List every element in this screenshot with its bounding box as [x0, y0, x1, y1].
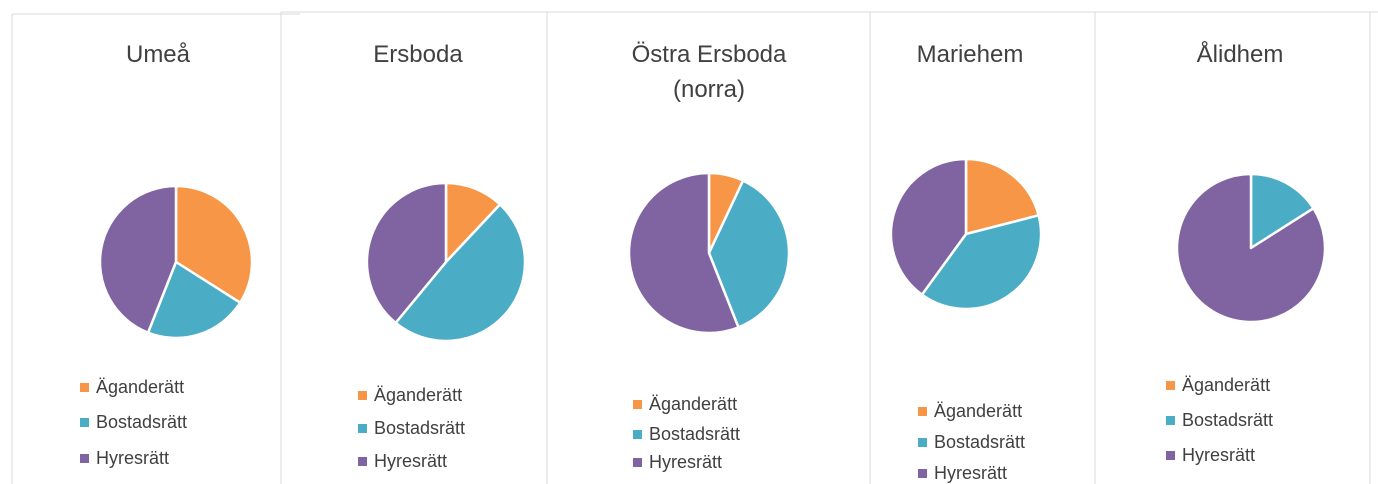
legend-label: Hyresrätt: [934, 463, 1008, 483]
legend-label: Hyresrätt: [96, 448, 170, 468]
legend-swatch: [633, 430, 642, 439]
pie-slice: [889, 157, 968, 296]
legend-label: Äganderätt: [96, 377, 185, 397]
legend-item: Äganderätt: [918, 401, 1022, 422]
pie-slice: [1175, 172, 1327, 324]
legend-item: Äganderätt: [633, 394, 737, 415]
legend-item: Hyresrätt: [358, 451, 447, 472]
legend-swatch: [358, 391, 367, 400]
legend-swatch: [80, 454, 89, 463]
legend-swatch: [80, 418, 89, 427]
legend-item: Äganderätt: [1166, 375, 1270, 396]
legend-label: Hyresrätt: [649, 452, 723, 472]
legend-item: Hyresrätt: [80, 448, 169, 469]
legend-label: Äganderätt: [374, 385, 463, 405]
legend-item: Bostadsrätt: [358, 418, 465, 439]
chart-title: Mariehem: [916, 41, 1024, 68]
pie-slice: [920, 214, 1043, 311]
legend-swatch: [358, 424, 367, 433]
legend-label: Hyresrätt: [1182, 445, 1256, 465]
pie-slice: [964, 157, 1040, 236]
legend-swatch: [80, 383, 89, 392]
legend-swatch: [358, 457, 367, 466]
legend-swatch: [1166, 416, 1175, 425]
pie-slice: [98, 184, 178, 334]
legend-label: Bostadsrätt: [96, 412, 188, 432]
legend-item: Bostadsrätt: [633, 424, 740, 445]
legend-label: Bostadsrätt: [374, 418, 466, 438]
legend-item: Hyresrätt: [1166, 445, 1255, 466]
legend-label: Bostadsrätt: [649, 424, 741, 444]
legend-item: Bostadsrätt: [80, 412, 187, 433]
panel-borders: [11, 11, 1378, 484]
legend-label: Bostadsrätt: [1182, 410, 1274, 430]
legend-swatch: [633, 458, 642, 467]
legend-item: Bostadsrätt: [1166, 410, 1273, 431]
pie-slice: [146, 260, 242, 340]
legend-item: Bostadsrätt: [918, 432, 1025, 453]
chart-title: Ålidhem: [1196, 41, 1284, 68]
legend-label: Bostadsrätt: [934, 432, 1026, 452]
chart-title: Ersboda: [373, 41, 463, 68]
legend-item: Hyresrätt: [918, 463, 1007, 484]
legend-item: Äganderätt: [80, 377, 184, 398]
legend-item: Äganderätt: [358, 385, 462, 406]
legend-swatch: [918, 438, 927, 447]
legend-swatch: [1166, 451, 1175, 460]
legend-swatch: [1166, 381, 1175, 390]
legend-swatch: [633, 400, 642, 409]
legend-label: Äganderätt: [649, 394, 738, 414]
legend-label: Äganderätt: [934, 401, 1023, 421]
chart-title: Östra Ersboda (norra): [631, 41, 787, 103]
pie-slice: [394, 203, 527, 343]
pie-slice: [707, 179, 791, 329]
pie-slice: [627, 171, 740, 335]
legend-swatch: [918, 469, 927, 478]
legend-label: Äganderätt: [1182, 375, 1271, 395]
chart-title: Umeå: [125, 41, 191, 68]
legend-item: Hyresrätt: [633, 452, 722, 473]
pie-slice: [365, 181, 448, 325]
legend-label: Hyresrätt: [374, 451, 448, 471]
legend-swatch: [918, 407, 927, 416]
pie-slice: [1249, 172, 1315, 250]
